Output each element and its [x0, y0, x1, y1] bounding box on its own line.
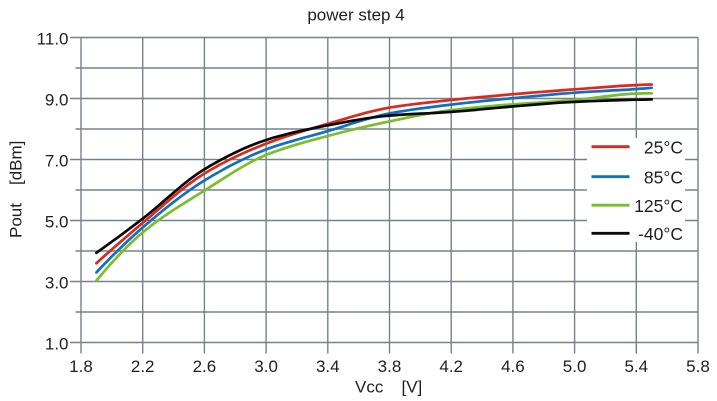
- svg-text:5.0: 5.0: [45, 212, 69, 231]
- svg-text:1.8: 1.8: [69, 357, 93, 376]
- svg-text:125°C: 125°C: [634, 196, 683, 216]
- svg-text:9.0: 9.0: [45, 90, 69, 109]
- svg-text:4.2: 4.2: [439, 357, 463, 376]
- svg-text:25°C: 25°C: [644, 138, 683, 158]
- svg-text:[V]: [V]: [402, 378, 423, 397]
- svg-text:5.4: 5.4: [624, 357, 648, 376]
- svg-text:5.0: 5.0: [563, 357, 587, 376]
- svg-text:3.4: 3.4: [316, 357, 340, 376]
- svg-text:Pout: Pout: [7, 203, 26, 238]
- svg-text:11.0: 11.0: [37, 29, 69, 48]
- svg-text:2.6: 2.6: [193, 357, 217, 376]
- svg-text:1.0: 1.0: [45, 334, 69, 353]
- svg-text:Vcc: Vcc: [355, 378, 384, 397]
- svg-text:3.0: 3.0: [45, 273, 69, 292]
- svg-text:[dBm]: [dBm]: [7, 141, 26, 185]
- svg-text:power step 4: power step 4: [307, 6, 404, 25]
- svg-text:3.0: 3.0: [254, 357, 278, 376]
- svg-text:2.2: 2.2: [131, 357, 155, 376]
- svg-text:85°C: 85°C: [644, 168, 683, 188]
- svg-text:7.0: 7.0: [45, 151, 69, 170]
- svg-text:-40°C: -40°C: [638, 224, 683, 244]
- svg-text:5.8: 5.8: [686, 357, 710, 376]
- svg-text:4.6: 4.6: [501, 357, 525, 376]
- svg-text:3.8: 3.8: [378, 357, 402, 376]
